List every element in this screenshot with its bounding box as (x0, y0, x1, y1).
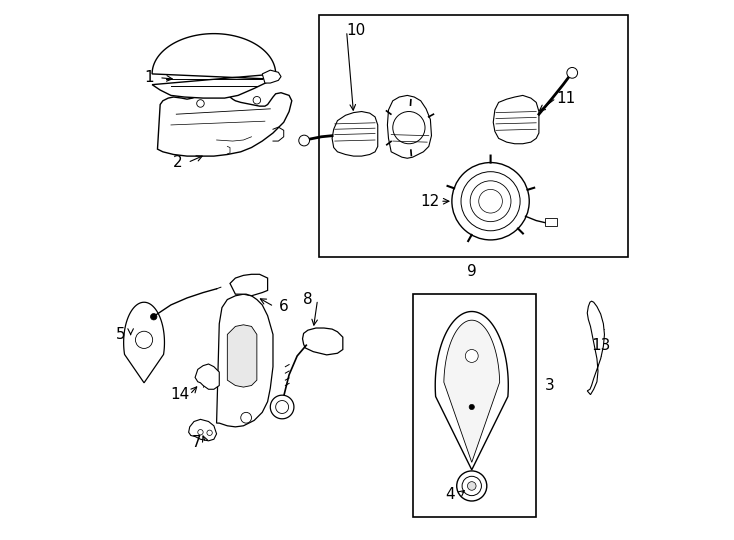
Polygon shape (332, 112, 378, 156)
Polygon shape (302, 328, 343, 355)
Polygon shape (158, 91, 292, 156)
Polygon shape (276, 401, 288, 414)
Polygon shape (444, 320, 500, 462)
Text: 4: 4 (446, 487, 455, 502)
Polygon shape (189, 420, 217, 441)
Circle shape (207, 430, 212, 435)
Circle shape (253, 97, 261, 104)
Circle shape (299, 135, 310, 146)
Circle shape (197, 100, 204, 107)
Text: 6: 6 (279, 299, 288, 314)
Bar (545, 218, 557, 226)
Polygon shape (270, 395, 294, 419)
Circle shape (461, 172, 520, 231)
Circle shape (462, 476, 482, 496)
Text: 14: 14 (170, 387, 189, 402)
Circle shape (469, 404, 474, 410)
Circle shape (241, 413, 252, 423)
Polygon shape (230, 274, 268, 296)
Text: 12: 12 (421, 194, 440, 209)
Circle shape (468, 482, 476, 490)
Polygon shape (587, 301, 605, 395)
Bar (319, 15, 628, 256)
Circle shape (452, 163, 529, 240)
Text: 11: 11 (556, 91, 575, 106)
Polygon shape (388, 96, 432, 158)
Text: 8: 8 (303, 292, 313, 307)
Circle shape (479, 190, 502, 213)
Polygon shape (195, 364, 219, 389)
Bar (413, 294, 537, 517)
Circle shape (150, 314, 157, 320)
Circle shape (470, 181, 511, 221)
Polygon shape (217, 294, 273, 427)
Text: 2: 2 (173, 155, 183, 170)
Polygon shape (152, 33, 276, 98)
Circle shape (393, 112, 425, 144)
Polygon shape (493, 96, 539, 144)
Polygon shape (123, 302, 164, 383)
Text: 9: 9 (467, 264, 476, 279)
Polygon shape (435, 312, 508, 470)
Text: 5: 5 (116, 327, 126, 342)
Text: 1: 1 (145, 70, 154, 85)
Circle shape (465, 349, 479, 362)
Text: 7: 7 (192, 435, 201, 450)
Circle shape (197, 429, 203, 435)
Text: 10: 10 (346, 23, 366, 38)
Polygon shape (228, 325, 257, 387)
Polygon shape (262, 70, 281, 83)
Circle shape (457, 471, 487, 501)
Text: 13: 13 (591, 338, 611, 353)
Circle shape (136, 331, 153, 348)
Text: 3: 3 (545, 378, 554, 393)
Circle shape (567, 68, 578, 78)
